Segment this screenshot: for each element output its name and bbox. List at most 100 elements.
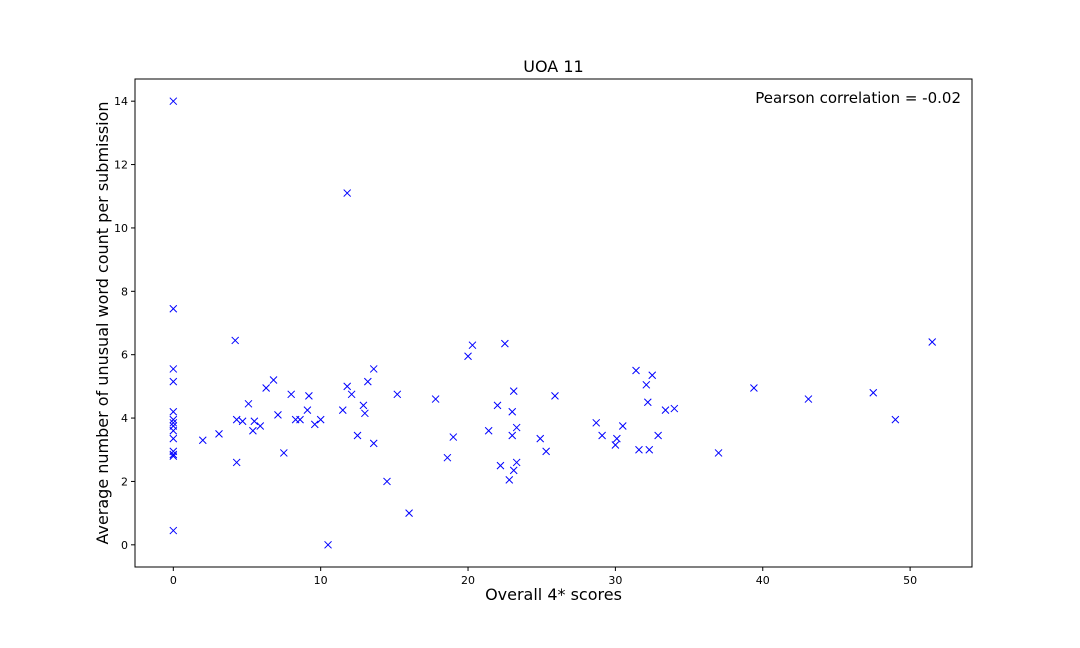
data-point (928, 338, 937, 346)
data-point (750, 384, 758, 392)
data-point (536, 434, 545, 443)
data-point (310, 420, 319, 429)
data-point (891, 415, 900, 424)
y-tick-label: 10 (114, 222, 128, 235)
y-tick-label: 4 (121, 412, 128, 425)
data-point (654, 431, 662, 440)
data-point (169, 304, 178, 313)
data-point (512, 423, 521, 432)
data-point (645, 445, 654, 454)
y-tick-label: 0 (121, 539, 128, 552)
data-point (343, 189, 352, 197)
data-point (493, 401, 502, 410)
plot-frame (134, 78, 973, 568)
data-point (369, 439, 378, 448)
data-point (359, 401, 368, 410)
data-point (611, 441, 620, 449)
data-point (661, 406, 670, 414)
data-point (361, 409, 369, 418)
data-point (405, 509, 413, 517)
data-point (449, 433, 458, 441)
data-point (316, 415, 325, 424)
data-point (169, 418, 178, 427)
data-point (496, 461, 505, 470)
data-point (804, 395, 813, 403)
data-point (244, 399, 253, 408)
data-point (287, 390, 296, 399)
y-tick-label: 8 (121, 285, 128, 298)
data-point (256, 422, 265, 430)
data-point (501, 339, 509, 348)
y-tick-label: 2 (121, 475, 128, 488)
y-axis-label: Average number of unusual word count per… (93, 101, 112, 544)
x-tick-label: 30 (608, 574, 622, 587)
data-point (169, 377, 178, 386)
data-point (347, 390, 356, 399)
data-point (551, 392, 559, 400)
data-point (618, 422, 627, 430)
data-point (215, 430, 223, 438)
x-tick-label: 40 (756, 574, 770, 587)
data-point (592, 418, 601, 427)
data-point (338, 406, 347, 414)
pearson-annotation: Pearson correlation = -0.02 (755, 89, 961, 107)
data-point (363, 377, 372, 386)
data-point (303, 406, 312, 414)
data-point (169, 407, 178, 416)
data-point (238, 417, 247, 426)
data-point (714, 449, 723, 457)
x-tick-label: 0 (170, 574, 177, 587)
data-point (508, 431, 517, 440)
data-point (468, 341, 477, 350)
data-point (670, 404, 679, 413)
x-axis-ticks: 0 10 20 30 40 50 (170, 567, 917, 587)
data-point (262, 384, 271, 392)
data-point (198, 436, 207, 445)
data-point (632, 366, 640, 375)
data-point (169, 434, 178, 443)
data-point (305, 392, 313, 400)
data-point (431, 395, 440, 403)
data-point (369, 365, 378, 373)
y-tick-label: 14 (114, 95, 128, 108)
data-point (443, 453, 452, 462)
data-point (393, 390, 402, 399)
data-point (169, 450, 178, 459)
data-point (383, 477, 391, 486)
data-point (509, 466, 518, 475)
data-point (343, 382, 352, 391)
data-point (542, 447, 550, 456)
data-point (269, 376, 278, 384)
data-point (642, 380, 651, 389)
y-tick-label: 6 (121, 349, 128, 362)
x-tick-label: 50 (903, 574, 917, 587)
x-axis-label: Overall 4* scores (485, 585, 622, 604)
data-point (232, 458, 241, 467)
data-point (169, 426, 178, 435)
data-point (279, 449, 288, 457)
data-point (232, 415, 241, 424)
data-point (512, 458, 521, 467)
x-tick-label: 20 (461, 574, 475, 587)
data-point (169, 526, 178, 535)
data-points (169, 97, 937, 549)
data-point (324, 540, 332, 549)
data-point (169, 97, 178, 106)
y-axis-ticks: 0 2 4 6 8 10 12 14 (114, 95, 135, 552)
data-point (250, 417, 259, 426)
data-point (274, 411, 282, 419)
data-point (598, 431, 606, 440)
data-point (643, 398, 652, 407)
data-point (464, 352, 472, 361)
data-point (231, 336, 240, 345)
data-point (505, 476, 514, 484)
data-point (613, 434, 621, 443)
y-tick-label: 12 (114, 159, 128, 172)
data-point (508, 407, 517, 416)
x-tick-label: 10 (314, 574, 328, 587)
data-point (169, 452, 178, 460)
data-point (249, 426, 257, 435)
data-point (169, 415, 178, 424)
data-point (296, 415, 304, 424)
